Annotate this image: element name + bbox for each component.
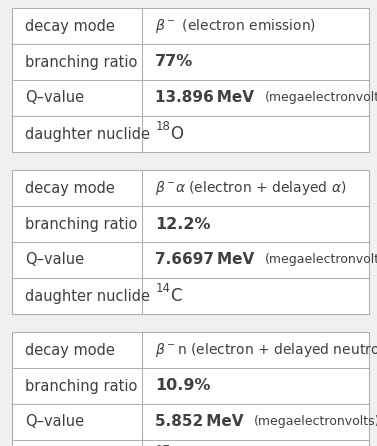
Text: 12.2%: 12.2% <box>155 216 211 231</box>
Text: daughter nuclide: daughter nuclide <box>25 127 150 141</box>
Bar <box>12 170 369 314</box>
Text: (megaelectronvolts): (megaelectronvolts) <box>265 91 377 104</box>
Text: 14: 14 <box>155 282 170 295</box>
Text: 13.896 MeV: 13.896 MeV <box>155 91 265 106</box>
Text: Q–value: Q–value <box>25 414 84 429</box>
Text: decay mode: decay mode <box>25 181 115 195</box>
Text: (megaelectronvolts): (megaelectronvolts) <box>254 416 377 429</box>
Text: C: C <box>170 287 182 305</box>
Text: daughter nuclide: daughter nuclide <box>25 289 150 303</box>
Text: 18: 18 <box>155 120 170 133</box>
Text: decay mode: decay mode <box>25 18 115 33</box>
Text: branching ratio: branching ratio <box>25 379 137 393</box>
Text: branching ratio: branching ratio <box>25 54 137 70</box>
Text: 5.852 MeV: 5.852 MeV <box>155 414 254 429</box>
Text: $\mathit{\beta}^-\!\mathit{\alpha}$ (electron + delayed $\mathit{\alpha}$): $\mathit{\beta}^-\!\mathit{\alpha}$ (ele… <box>155 179 347 197</box>
Text: O: O <box>170 125 183 143</box>
Text: Q–value: Q–value <box>25 252 84 268</box>
Text: 77%: 77% <box>155 54 193 70</box>
Text: (megaelectronvolts): (megaelectronvolts) <box>265 253 377 267</box>
Text: $\mathit{\beta}^-$ (electron emission): $\mathit{\beta}^-$ (electron emission) <box>155 17 316 35</box>
Text: $\mathit{\beta}^-$n (electron + delayed neutron): $\mathit{\beta}^-$n (electron + delayed … <box>155 341 377 359</box>
Bar <box>12 8 369 152</box>
Text: 17: 17 <box>155 444 170 446</box>
Text: branching ratio: branching ratio <box>25 216 137 231</box>
Bar <box>12 332 369 446</box>
Text: decay mode: decay mode <box>25 343 115 358</box>
Text: 7.6697 MeV: 7.6697 MeV <box>155 252 265 268</box>
Text: Q–value: Q–value <box>25 91 84 106</box>
Text: 10.9%: 10.9% <box>155 379 211 393</box>
